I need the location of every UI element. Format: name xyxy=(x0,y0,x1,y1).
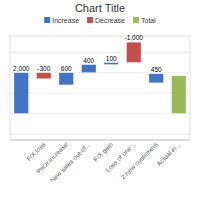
legend-swatch xyxy=(87,17,93,23)
x-tick-label: F/X loss xyxy=(25,140,47,162)
data-label: 600 xyxy=(61,65,72,72)
grid-line xyxy=(10,113,190,114)
legend: Increase Decrease Total xyxy=(44,17,156,24)
bar xyxy=(36,73,51,79)
legend-label: Increase xyxy=(52,17,79,24)
legend-swatch xyxy=(133,17,139,23)
legend-swatch xyxy=(44,17,50,23)
data-labels: 2,000 600 400 100 450 -300 -1,000 xyxy=(13,34,162,73)
bar xyxy=(14,73,29,114)
bar xyxy=(81,65,96,73)
bars xyxy=(14,42,186,113)
grid-line xyxy=(10,133,190,134)
data-label: 450 xyxy=(151,66,162,73)
x-axis xyxy=(10,140,190,141)
legend-label: Decrease xyxy=(95,17,125,24)
x-tick-label: New sales out-of... xyxy=(48,141,91,184)
x-tick-label: Actual in... xyxy=(155,141,182,168)
x-tick-label: 2 new customers xyxy=(119,140,159,180)
plot-frame xyxy=(10,36,190,140)
chart: 2,000600400100450-300-1,000F/X lossPrice… xyxy=(0,0,200,200)
data-label: 2,000 xyxy=(13,65,30,72)
data-label: 400 xyxy=(83,57,94,64)
grid-line xyxy=(10,52,190,53)
bar xyxy=(104,63,119,65)
bar xyxy=(149,74,164,83)
bar xyxy=(59,73,74,85)
bar xyxy=(126,42,141,62)
data-label: 100 xyxy=(106,55,117,62)
data-label: -300 xyxy=(37,65,50,72)
data-label: -1,000 xyxy=(125,34,144,41)
bar xyxy=(171,76,186,114)
grid-line xyxy=(10,93,190,94)
legend-label: Total xyxy=(141,17,156,24)
title: Chart Title xyxy=(75,2,125,14)
